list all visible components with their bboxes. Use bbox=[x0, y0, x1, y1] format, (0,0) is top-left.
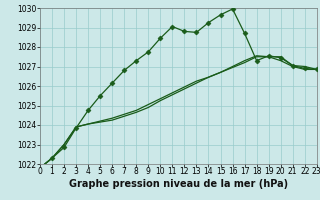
X-axis label: Graphe pression niveau de la mer (hPa): Graphe pression niveau de la mer (hPa) bbox=[69, 179, 288, 189]
